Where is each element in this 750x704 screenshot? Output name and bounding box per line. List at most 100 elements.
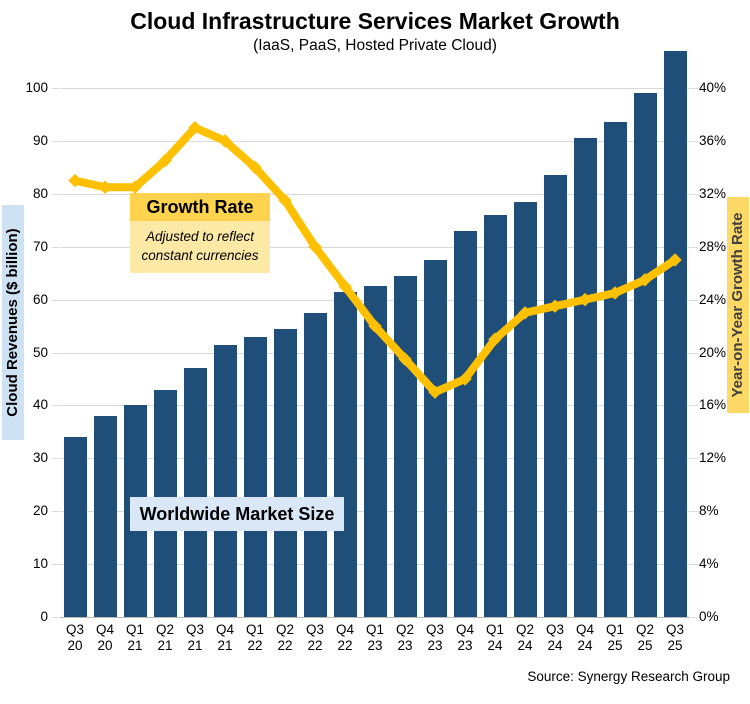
source-credit: Source: Synergy Research Group: [527, 669, 730, 684]
growth-rate-marker: [398, 352, 412, 366]
left-axis-tick-label: 40: [32, 397, 48, 412]
right-axis-tick-label: 4%: [699, 556, 719, 571]
x-axis-label: Q3 21: [185, 622, 204, 653]
bar-q2-25: [633, 93, 657, 617]
growth-rate-marker: [458, 372, 472, 386]
x-axis-label: Q4 20: [95, 622, 114, 653]
x-axis-label: Q3 24: [545, 622, 564, 653]
right-axis-tick: [691, 405, 698, 406]
x-axis-label: Q2 21: [155, 622, 174, 653]
x-axis-label: Q4 23: [455, 622, 474, 653]
bar-q4-24: [573, 138, 597, 617]
left-axis-tick-label: 100: [25, 80, 48, 95]
left-axis-tick-label: 30: [32, 450, 48, 465]
left-axis-tick-label: 90: [32, 133, 48, 148]
growth-rate-marker: [428, 385, 442, 399]
left-axis-tick: [52, 564, 59, 565]
right-axis-tick: [691, 194, 698, 195]
growth-rate-marker: [368, 319, 382, 333]
growth-rate-note-line2: constant currencies: [141, 248, 259, 263]
chart-subtitle: (IaaS, PaaS, Hosted Private Cloud): [253, 37, 497, 54]
right-axis-tick: [691, 247, 698, 248]
right-axis-title: Year-on-Year Growth Rate: [727, 197, 749, 413]
right-axis-tick: [691, 458, 698, 459]
x-axis-label: Q1 21: [125, 622, 144, 653]
bar-q3-24: [543, 175, 567, 617]
bar-q4-21: [213, 344, 237, 617]
bar-q4-23: [453, 230, 477, 617]
x-axis-label: Q4 24: [575, 622, 594, 653]
left-axis-tick: [52, 88, 59, 89]
right-axis-tick-label: 0%: [699, 609, 719, 624]
left-axis-tick-label: 20: [32, 503, 48, 518]
growth-rate-marker: [518, 306, 532, 320]
growth-rate-marker: [608, 286, 622, 300]
bar-q3-20: [63, 437, 87, 617]
growth-rate-annotation: Growth Rate: [130, 193, 270, 221]
right-axis-tick-label: 40%: [699, 80, 727, 95]
right-axis-tick-label: 8%: [699, 503, 719, 518]
right-axis-tick: [691, 141, 698, 142]
left-axis-title: Cloud Revenues ($ billion): [2, 205, 24, 440]
growth-rate-note: Adjusted to reflect constant currencies: [130, 221, 270, 273]
right-axis-tick: [691, 564, 698, 565]
bar-q1-25: [603, 122, 627, 617]
growth-rate-note-line1: Adjusted to reflect: [145, 229, 255, 244]
bar-q3-23: [423, 259, 447, 617]
right-axis-tick: [691, 88, 698, 89]
left-axis-title-box: Cloud Revenues ($ billion): [2, 205, 24, 440]
chart-title: Cloud Infrastructure Services Market Gro…: [130, 8, 620, 34]
right-axis-tick-label: 20%: [699, 345, 727, 360]
x-axis-label: Q2 23: [395, 622, 414, 653]
bar-q3-22: [303, 312, 327, 617]
x-axis-label: Q4 21: [215, 622, 234, 653]
bar-q2-22: [273, 328, 297, 617]
right-axis-tick: [691, 511, 698, 512]
bar-q4-20: [93, 415, 117, 617]
bar-q3-25: [663, 50, 687, 617]
left-axis-tick-label: 50: [32, 345, 48, 360]
x-axis-label: Q3 20: [65, 622, 84, 653]
gridline: [60, 140, 690, 142]
x-axis-label: Q3 23: [425, 622, 444, 653]
right-axis-tick: [691, 300, 698, 301]
left-axis-tick-label: 0: [40, 609, 48, 624]
right-axis-tick-label: 24%: [699, 292, 727, 307]
growth-rate-marker: [668, 253, 682, 267]
market-size-annotation: Worldwide Market Size: [130, 497, 344, 531]
gridline: [60, 87, 690, 89]
x-axis-baseline: [60, 617, 690, 618]
left-axis-tick: [52, 617, 59, 618]
right-axis-title-box: Year-on-Year Growth Rate: [727, 197, 749, 413]
left-axis-tick: [52, 300, 59, 301]
right-axis-tick-label: 36%: [699, 133, 727, 148]
left-axis-tick: [52, 458, 59, 459]
bar-q3-21: [183, 368, 207, 617]
right-axis-tick-label: 16%: [699, 397, 727, 412]
left-axis-tick: [52, 247, 59, 248]
x-axis-label: Q1 24: [485, 622, 504, 653]
left-axis-tick-label: 60: [32, 292, 48, 307]
x-axis-label: Q2 25: [635, 622, 654, 653]
right-axis-tick-label: 28%: [699, 239, 727, 254]
gridline: [60, 246, 690, 248]
x-axis-label: Q4 22: [335, 622, 354, 653]
left-axis-tick: [52, 511, 59, 512]
bar-q1-22: [243, 336, 267, 617]
growth-rate-marker: [488, 332, 502, 346]
x-axis-label: Q1 25: [605, 622, 624, 653]
left-axis-tick: [52, 141, 59, 142]
x-axis-label: Q2 24: [515, 622, 534, 653]
left-axis-tick-label: 70: [32, 239, 48, 254]
bar-q1-23: [363, 286, 387, 617]
gridline: [60, 193, 690, 195]
right-axis-tick-label: 32%: [699, 186, 727, 201]
growth-rate-marker: [548, 299, 562, 313]
growth-rate-marker: [338, 279, 352, 294]
x-axis-label: Q3 25: [665, 622, 684, 653]
right-axis-tick: [691, 617, 698, 618]
right-axis-tick: [691, 353, 698, 354]
left-axis-tick-label: 10: [32, 556, 48, 571]
